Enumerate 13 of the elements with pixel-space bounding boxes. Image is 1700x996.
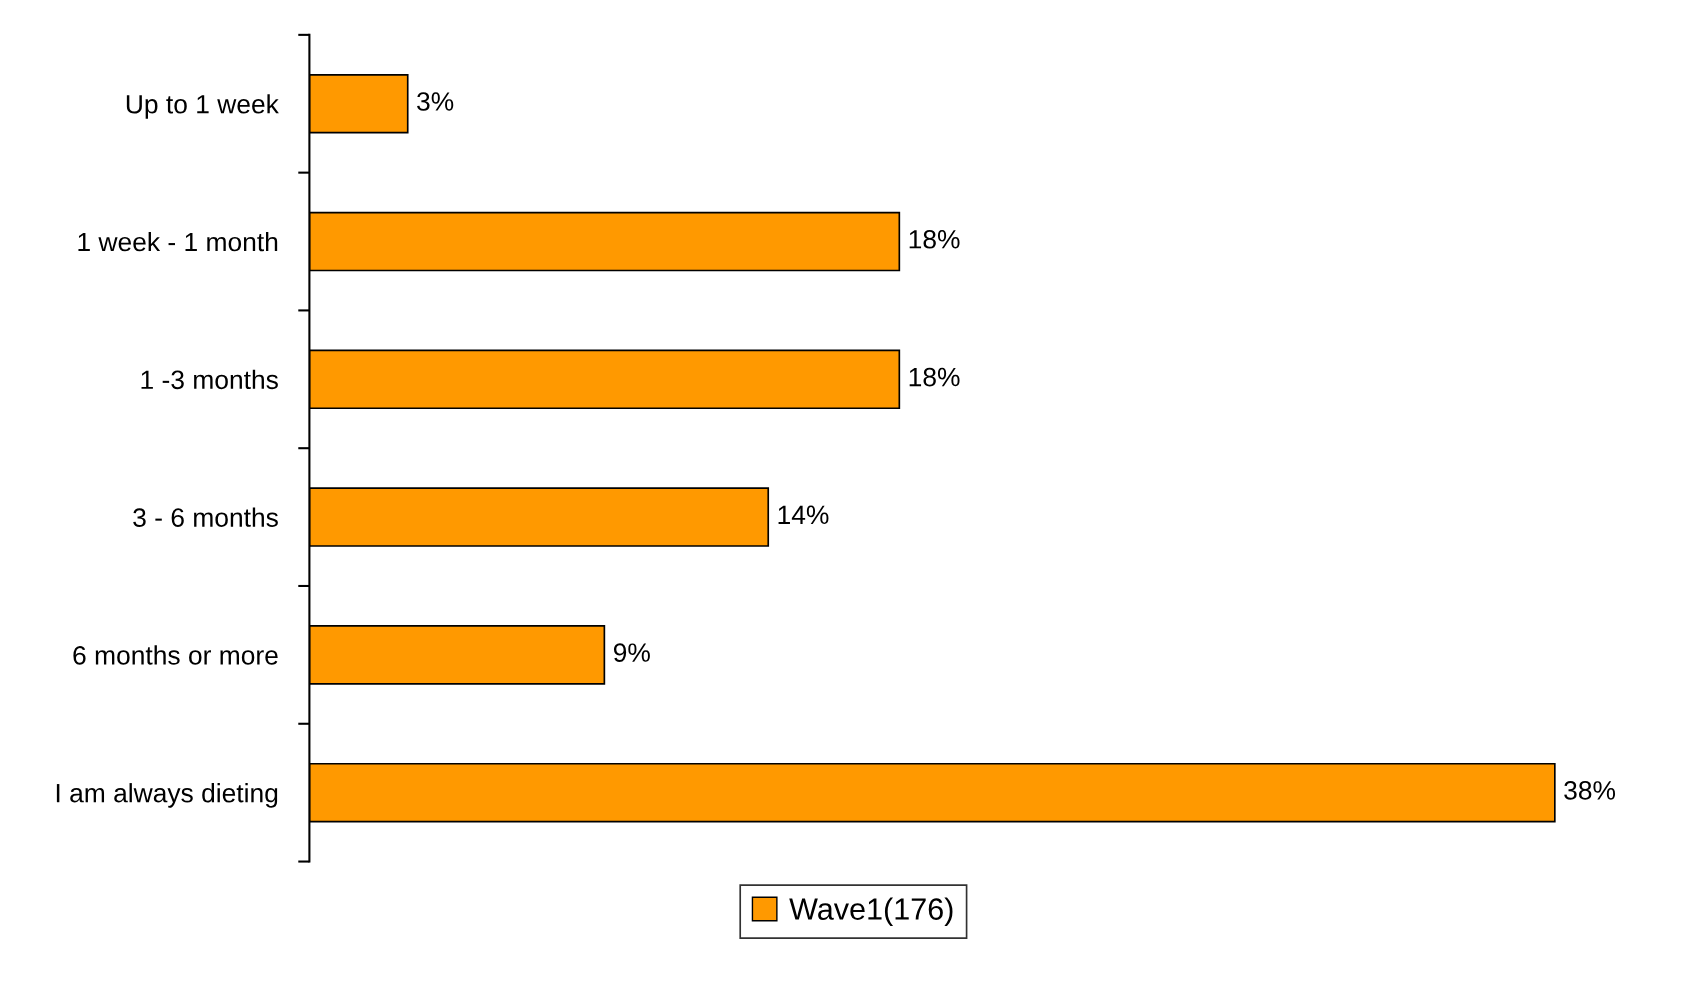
y-tick-label: Up to 1 week — [126, 94, 279, 119]
y-tick-label: I am always dieting — [56, 783, 278, 808]
data-label: 38% — [1564, 781, 1616, 800]
y-tick-label: 1 -3 months — [141, 369, 278, 390]
legend-label: Wave1(176) — [789, 897, 953, 926]
data-label: 18% — [909, 229, 960, 249]
data-label: 3% — [417, 92, 454, 111]
y-tick-label: 1 week - 1 month — [78, 231, 278, 252]
y-tick-label: 6 months or more — [73, 645, 278, 665]
data-label: 14% — [778, 505, 829, 525]
data-label: 9% — [613, 643, 650, 662]
data-label: 18% — [909, 367, 960, 387]
y-tick-label: 3 - 6 months — [133, 507, 278, 527]
